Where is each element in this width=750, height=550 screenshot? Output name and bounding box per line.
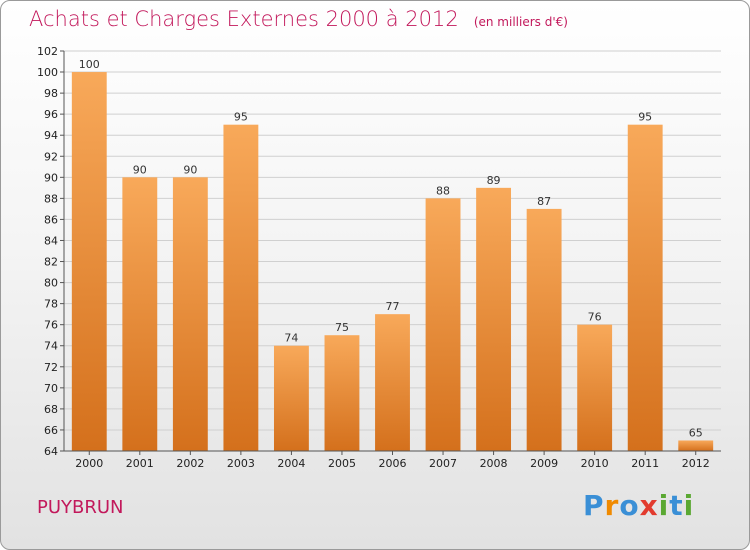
bar — [324, 335, 360, 451]
data-label: 90 — [183, 163, 197, 176]
data-label: 95 — [234, 111, 248, 124]
x-tick-label: 2009 — [530, 457, 558, 470]
data-label: 100 — [79, 58, 100, 71]
bar — [425, 198, 461, 451]
y-tick-label: 86 — [44, 213, 58, 226]
x-tick-label: 2000 — [75, 457, 103, 470]
x-tick-label: 2007 — [429, 457, 457, 470]
logo-letter: t — [669, 489, 684, 522]
commune-name: PUYBRUN — [37, 497, 124, 518]
y-tick-label: 102 — [37, 45, 58, 58]
bar — [71, 72, 107, 451]
data-label: 89 — [487, 174, 501, 187]
y-tick-label: 90 — [44, 171, 58, 184]
x-tick-label: 2005 — [328, 457, 356, 470]
x-tick-label: 2004 — [277, 457, 305, 470]
y-tick-label: 100 — [37, 66, 58, 79]
x-tick-label: 2010 — [581, 457, 609, 470]
x-tick-label: 2008 — [480, 457, 508, 470]
bar — [122, 177, 158, 451]
data-label: 74 — [284, 332, 298, 345]
y-tick-label: 76 — [44, 319, 58, 332]
x-tick-label: 2006 — [379, 457, 407, 470]
data-label: 75 — [335, 321, 349, 334]
y-tick-label: 98 — [44, 87, 58, 100]
logo-letter: o — [619, 489, 640, 522]
chart-title: Achats et Charges Externes 2000 à 2012 — [29, 7, 459, 31]
logo-letter: i — [658, 489, 670, 522]
y-tick-label: 88 — [44, 192, 58, 205]
logo-letter: P — [583, 489, 605, 522]
y-tick-label: 68 — [44, 403, 58, 416]
y-tick-label: 66 — [44, 424, 58, 437]
y-tick-label: 74 — [44, 340, 58, 353]
y-tick-label: 84 — [44, 234, 58, 247]
bar — [678, 440, 714, 451]
bar — [627, 124, 663, 452]
logo-letter: i — [683, 489, 695, 522]
y-tick-label: 80 — [44, 277, 58, 290]
bar — [526, 208, 562, 451]
y-tick-label: 82 — [44, 256, 58, 269]
y-tick-label: 78 — [44, 298, 58, 311]
proxiti-logo: Proxiti — [583, 489, 694, 522]
bar-layer: 100 90 90 95 74 75 77 88 89 87 76 95 65 — [71, 58, 714, 452]
axis-layer: 6466687072747678808284868890929496981001… — [37, 45, 721, 470]
bar — [223, 124, 259, 452]
bar — [476, 187, 512, 451]
x-tick-label: 2001 — [126, 457, 154, 470]
data-label: 77 — [386, 300, 400, 313]
data-label: 95 — [638, 111, 652, 124]
data-label: 90 — [133, 163, 147, 176]
data-label: 88 — [436, 184, 450, 197]
x-tick-label: 2002 — [176, 457, 204, 470]
y-tick-label: 72 — [44, 361, 58, 374]
chart-title-block: Achats et Charges Externes 2000 à 2012 (… — [29, 7, 568, 31]
data-label: 87 — [537, 195, 551, 208]
bar — [577, 324, 613, 451]
logo-letter: x — [639, 489, 659, 522]
x-tick-label: 2011 — [631, 457, 659, 470]
data-label: 65 — [689, 426, 703, 439]
y-tick-label: 64 — [44, 445, 58, 458]
bar — [172, 177, 208, 451]
y-tick-label: 94 — [44, 129, 58, 142]
data-label: 76 — [588, 311, 602, 324]
chart-subtitle: (en milliers d'€) — [473, 15, 568, 29]
y-tick-label: 96 — [44, 108, 58, 121]
bar — [375, 314, 410, 451]
logo-letter: r — [604, 489, 620, 522]
x-tick-label: 2012 — [682, 457, 710, 470]
bar — [273, 345, 309, 451]
y-tick-label: 70 — [44, 382, 58, 395]
y-tick-label: 92 — [44, 150, 58, 163]
x-tick-label: 2003 — [227, 457, 255, 470]
